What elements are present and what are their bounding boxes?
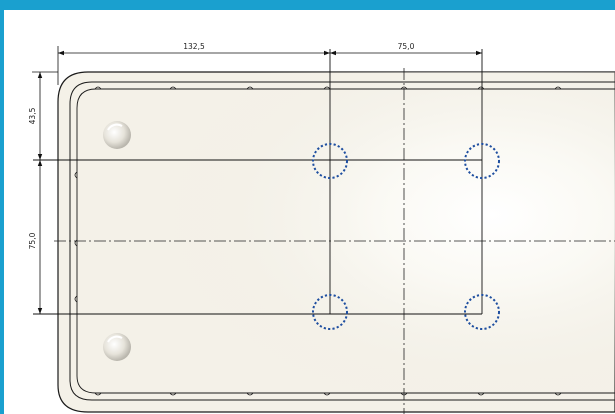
- mounting-hole-1: [312, 143, 348, 179]
- plate-knob-bottom: [103, 333, 131, 361]
- hole-grid: [33, 49, 483, 315]
- dimension-vertical-1: 43,5: [28, 72, 43, 160]
- mounting-hole-4: [464, 294, 500, 330]
- dimension-horizontal-1: 132,5: [58, 42, 330, 56]
- dimension-label-43-5: 43,5: [28, 107, 37, 124]
- dimension-label-75-0-vertical: 75,0: [28, 232, 37, 249]
- plate-knob-top: [103, 121, 131, 149]
- mounting-hole-2: [464, 143, 500, 179]
- dimension-label-132-5: 132,5: [183, 42, 205, 51]
- dimensions: 132,5 75,0 43,5 75,0: [28, 42, 482, 314]
- plate: [57, 71, 615, 413]
- dimension-horizontal-2: 75,0: [330, 42, 482, 56]
- dimension-label-75-0-horizontal: 75,0: [398, 42, 415, 51]
- mounting-hole-3: [312, 294, 348, 330]
- dimension-vertical-2: 75,0: [28, 160, 43, 314]
